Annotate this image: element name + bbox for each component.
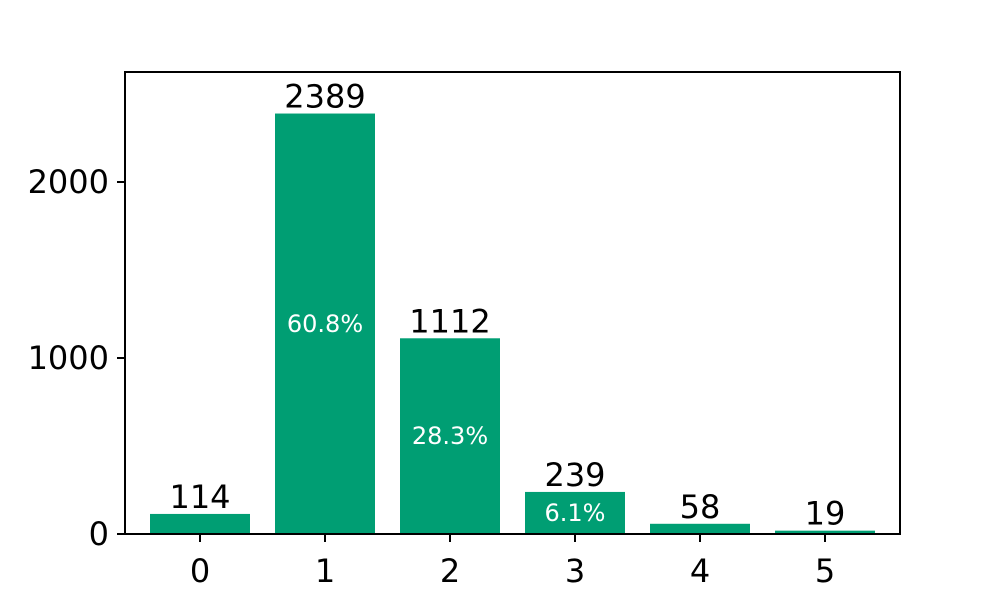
bar-value-label-1: 2389 xyxy=(284,78,365,116)
bar-5 xyxy=(775,530,875,534)
axes-layer: 0 1 2 3 4 5 0 1000 2000 xyxy=(28,163,836,590)
bar-value-label-2: 1112 xyxy=(409,302,490,340)
bar-1 xyxy=(275,113,375,534)
x-tick-label-1: 1 xyxy=(315,552,335,590)
x-tick-label-3: 3 xyxy=(565,552,585,590)
bar-percent-label-3: 6.1% xyxy=(545,499,606,527)
plot-frame xyxy=(124,71,901,535)
x-tick-label-5: 5 xyxy=(815,552,835,590)
y-tick-label-1000: 1000 xyxy=(28,339,109,377)
bar-2 xyxy=(400,338,500,534)
x-tick-label-0: 0 xyxy=(190,552,210,590)
labels-layer: 114 2389 60.8% 1112 28.3% 239 6.1% 58 19 xyxy=(169,78,845,533)
y-tick-label-2000: 2000 xyxy=(28,163,109,201)
bar-value-label-3: 239 xyxy=(544,456,605,494)
bar-percent-label-1: 60.8% xyxy=(287,310,363,338)
bar-value-label-4: 58 xyxy=(680,488,721,526)
bar-3 xyxy=(525,491,625,534)
y-tick-label-0: 0 xyxy=(89,515,109,553)
bar-value-label-5: 19 xyxy=(805,495,846,533)
x-tick-label-2: 2 xyxy=(440,552,460,590)
bar-percent-label-2: 28.3% xyxy=(412,422,488,450)
bars-layer xyxy=(150,113,875,534)
bar-value-label-0: 114 xyxy=(169,478,230,516)
bar-0 xyxy=(150,513,250,534)
bar-4 xyxy=(650,523,750,534)
x-tick-label-4: 4 xyxy=(690,552,710,590)
